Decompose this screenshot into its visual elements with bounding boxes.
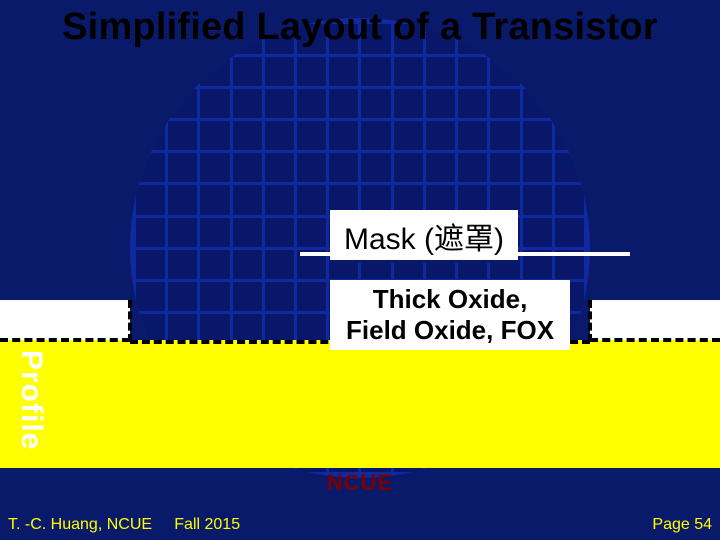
die-cell [200, 57, 229, 86]
mask-dash-v2 [588, 300, 592, 342]
die-cell [297, 218, 326, 247]
footer-author: T. -C. Huang, NCUE [8, 516, 152, 533]
die-cell [200, 89, 229, 118]
die-cell [233, 185, 262, 214]
die-cell [265, 121, 294, 150]
die-cell [523, 218, 552, 247]
die-cell [555, 57, 584, 86]
die-cell [458, 121, 487, 150]
footer-left: T. -C. Huang, NCUE Fall 2015 [8, 516, 240, 534]
substrate-right [590, 340, 720, 468]
die-cell [297, 89, 326, 118]
die-cell [136, 57, 165, 86]
field-oxide-right [590, 300, 720, 340]
die-cell [168, 57, 197, 86]
die-cell [200, 250, 229, 279]
die-cell [136, 185, 165, 214]
die-cell [265, 89, 294, 118]
die-cell [265, 250, 294, 279]
die-cell [426, 57, 455, 86]
die-cell [523, 89, 552, 118]
die-cell [265, 185, 294, 214]
die-cell [361, 57, 390, 86]
footer-page: Page 54 [652, 516, 712, 534]
die-cell [361, 153, 390, 182]
die-cell [555, 89, 584, 118]
die-cell [233, 153, 262, 182]
profile-axis-label: Profile [14, 350, 48, 450]
oxide-label-box: Thick Oxide, Field Oxide, FOX [330, 280, 570, 350]
die-cell [490, 153, 519, 182]
die-cell [297, 153, 326, 182]
slide-title: Simplified Layout of a Transistor [0, 6, 720, 49]
oxide-label-line1: Thick Oxide, [346, 284, 554, 315]
die-cell [555, 185, 584, 214]
die-cell [136, 218, 165, 247]
die-cell [523, 153, 552, 182]
die-cell [136, 250, 165, 279]
die-cell [297, 185, 326, 214]
footer-term: Fall 2015 [174, 516, 240, 533]
die-cell [136, 89, 165, 118]
die-cell [394, 153, 423, 182]
die-cell [394, 57, 423, 86]
die-cell [168, 153, 197, 182]
watermark-text: NCUE [327, 470, 393, 496]
die-cell [490, 57, 519, 86]
die-cell [265, 218, 294, 247]
field-oxide-left [0, 300, 130, 340]
die-cell [523, 57, 552, 86]
die-cell [329, 57, 358, 86]
die-cell [200, 185, 229, 214]
die-cell [394, 89, 423, 118]
die-cell [136, 153, 165, 182]
die-cell [233, 218, 262, 247]
die-cell [265, 153, 294, 182]
die-cell [490, 89, 519, 118]
die-cell [523, 121, 552, 150]
mask-label-box: Mask (遮罩) [330, 210, 518, 263]
die-cell [136, 121, 165, 150]
die-cell [168, 121, 197, 150]
die-cell [458, 153, 487, 182]
mask-dash-left-top [0, 338, 130, 342]
die-cell [426, 121, 455, 150]
die-cell [200, 218, 229, 247]
die-cell [361, 121, 390, 150]
die-cell [233, 250, 262, 279]
die-cell [168, 89, 197, 118]
die-cell [523, 185, 552, 214]
die-cell [168, 218, 197, 247]
die-cell [458, 89, 487, 118]
die-cell [394, 121, 423, 150]
die-cell [265, 57, 294, 86]
die-cell [329, 153, 358, 182]
die-cell [329, 121, 358, 150]
die-cell [555, 218, 584, 247]
die-cell [458, 57, 487, 86]
die-cell [426, 153, 455, 182]
die-cell [233, 57, 262, 86]
die-cell [555, 121, 584, 150]
oxide-label-line2: Field Oxide, FOX [346, 315, 554, 346]
substrate-main [130, 340, 590, 468]
die-cell [233, 121, 262, 150]
die-cell [168, 185, 197, 214]
die-cell [297, 57, 326, 86]
die-cell [426, 89, 455, 118]
die-cell [555, 153, 584, 182]
die-cell [233, 89, 262, 118]
mask-dash-right-top [590, 338, 720, 342]
die-cell [297, 121, 326, 150]
die-cell [168, 250, 197, 279]
die-cell [329, 89, 358, 118]
die-cell [200, 121, 229, 150]
mask-dash-v1 [128, 300, 132, 342]
die-cell [361, 89, 390, 118]
die-cell [490, 121, 519, 150]
die-cell [200, 153, 229, 182]
